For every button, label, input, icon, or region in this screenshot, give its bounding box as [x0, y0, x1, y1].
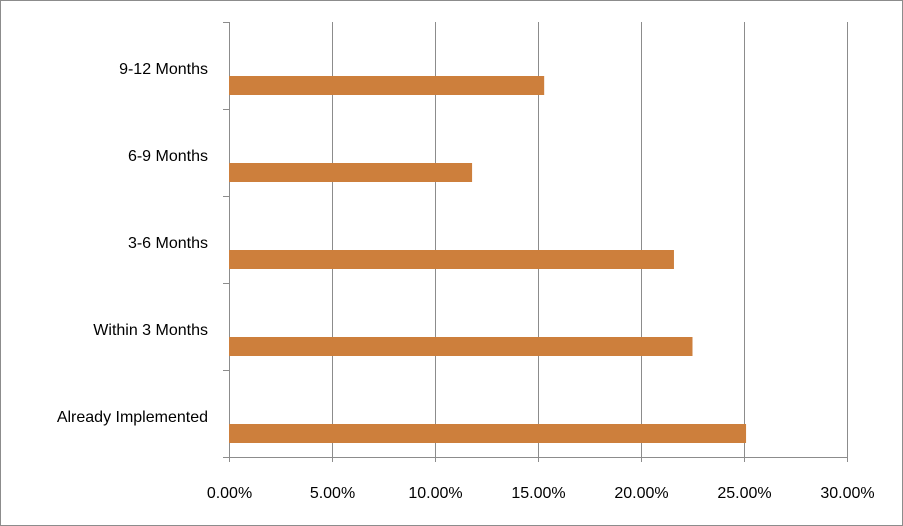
x-tick-label: 25.00%	[717, 485, 771, 502]
bar	[229, 163, 473, 182]
category-label: 3-6 Months	[128, 235, 208, 252]
x-tick-label: 0.00%	[207, 485, 252, 502]
bar	[229, 424, 747, 443]
x-tick-label: 15.00%	[511, 485, 565, 502]
category-label: 9-12 Months	[119, 61, 208, 78]
x-tick-label: 10.00%	[408, 485, 462, 502]
x-tick-label: 5.00%	[310, 485, 355, 502]
category-label: Already Implemented	[57, 409, 208, 426]
category-label: Within 3 Months	[93, 322, 208, 339]
bar	[229, 250, 674, 269]
x-tick-label: 30.00%	[820, 485, 874, 502]
bar	[229, 76, 545, 95]
x-tick-label: 20.00%	[614, 485, 668, 502]
bar	[229, 337, 693, 356]
category-label: 6-9 Months	[128, 148, 208, 165]
